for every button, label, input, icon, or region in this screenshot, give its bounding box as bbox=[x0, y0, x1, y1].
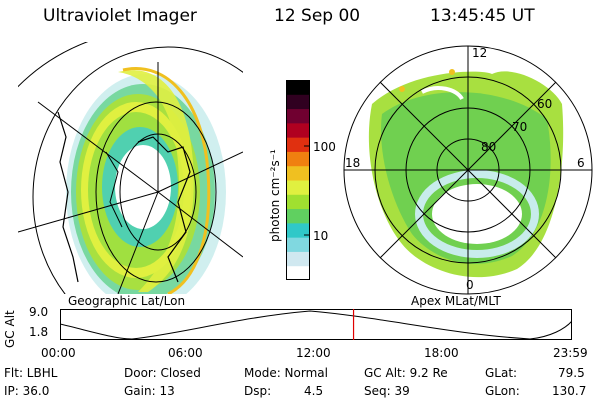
status-ip: IP: 36.0 bbox=[4, 384, 50, 398]
mlt-label-6: 6 bbox=[577, 156, 585, 170]
colorbar-step bbox=[286, 222, 310, 238]
mlat-label-70: 70 bbox=[512, 120, 528, 134]
colorbar-step bbox=[286, 80, 310, 95]
status-dsp-value: 4.5 bbox=[304, 384, 324, 398]
status-gc-alt: GC Alt: 9.2 Re bbox=[364, 366, 448, 380]
colorbar-tick-10: 10 bbox=[313, 229, 329, 243]
altitude-tick-high: 9.0 bbox=[29, 305, 49, 319]
status-mode: Mode: Normal bbox=[244, 366, 328, 380]
colorbar-step bbox=[286, 94, 310, 110]
mlt-label-18: 18 bbox=[345, 156, 361, 170]
colorbar-step bbox=[286, 265, 310, 280]
colorbar-step bbox=[286, 108, 310, 124]
status-door: Door: Closed bbox=[124, 366, 201, 380]
colorbar-step bbox=[286, 151, 310, 167]
lat-circle-1 bbox=[32, 46, 243, 294]
colorbar-step bbox=[286, 208, 310, 224]
colorbar-step bbox=[286, 165, 310, 181]
mlt-label-0: 0 bbox=[466, 278, 474, 292]
mlat-label-60: 60 bbox=[537, 97, 553, 111]
colorbar-unit-label: photon cm⁻²s⁻¹ bbox=[268, 149, 282, 242]
time-tick-0600: 06:00 bbox=[168, 346, 203, 360]
time-tick-1800: 18:00 bbox=[424, 346, 459, 360]
apex-polar-plot bbox=[343, 45, 593, 295]
time-tick-1200: 12:00 bbox=[296, 346, 331, 360]
time-tick-0000: 00:00 bbox=[41, 346, 76, 360]
status-glon-value: 130.7 bbox=[552, 384, 587, 398]
status-glat-value: 79.5 bbox=[558, 366, 585, 380]
colorbar-step bbox=[286, 194, 310, 210]
colorbar-step bbox=[286, 137, 310, 152]
colorbar-tick-100: 100 bbox=[313, 140, 336, 154]
status-filter: Flt: LBHL bbox=[4, 366, 58, 380]
mlat-label-80: 80 bbox=[481, 140, 497, 154]
colorbar-step bbox=[286, 237, 310, 252]
status-glat-label: GLat: bbox=[485, 366, 518, 380]
colorbar-steps bbox=[286, 80, 310, 280]
date-label: 12 Sep 00 bbox=[274, 6, 361, 26]
altitude-tick-low: 1.8 bbox=[29, 325, 49, 339]
altitude-axis-label: GC Alt bbox=[3, 310, 17, 348]
colorbar-step bbox=[286, 180, 310, 195]
colorbar-step bbox=[286, 122, 310, 138]
status-gain: Gain: 13 bbox=[124, 384, 175, 398]
time-label: 13:45:45 UT bbox=[430, 6, 535, 26]
colorbar-step bbox=[286, 251, 310, 267]
colorbar bbox=[286, 80, 310, 280]
time-tick-2359: 23:59 bbox=[553, 346, 588, 360]
status-seq: Seq: 39 bbox=[364, 384, 410, 398]
instrument-title: Ultraviolet Imager bbox=[43, 6, 197, 26]
geographic-image bbox=[18, 42, 243, 294]
status-dsp-label: Dsp: bbox=[244, 384, 272, 398]
left-panel-caption: Geographic Lat/Lon bbox=[68, 294, 186, 308]
altitude-strip-plot bbox=[60, 309, 572, 340]
mlt-label-12: 12 bbox=[472, 46, 488, 60]
status-glon-label: GLon: bbox=[485, 384, 520, 398]
right-panel-caption: Apex MLat/MLT bbox=[411, 294, 501, 308]
